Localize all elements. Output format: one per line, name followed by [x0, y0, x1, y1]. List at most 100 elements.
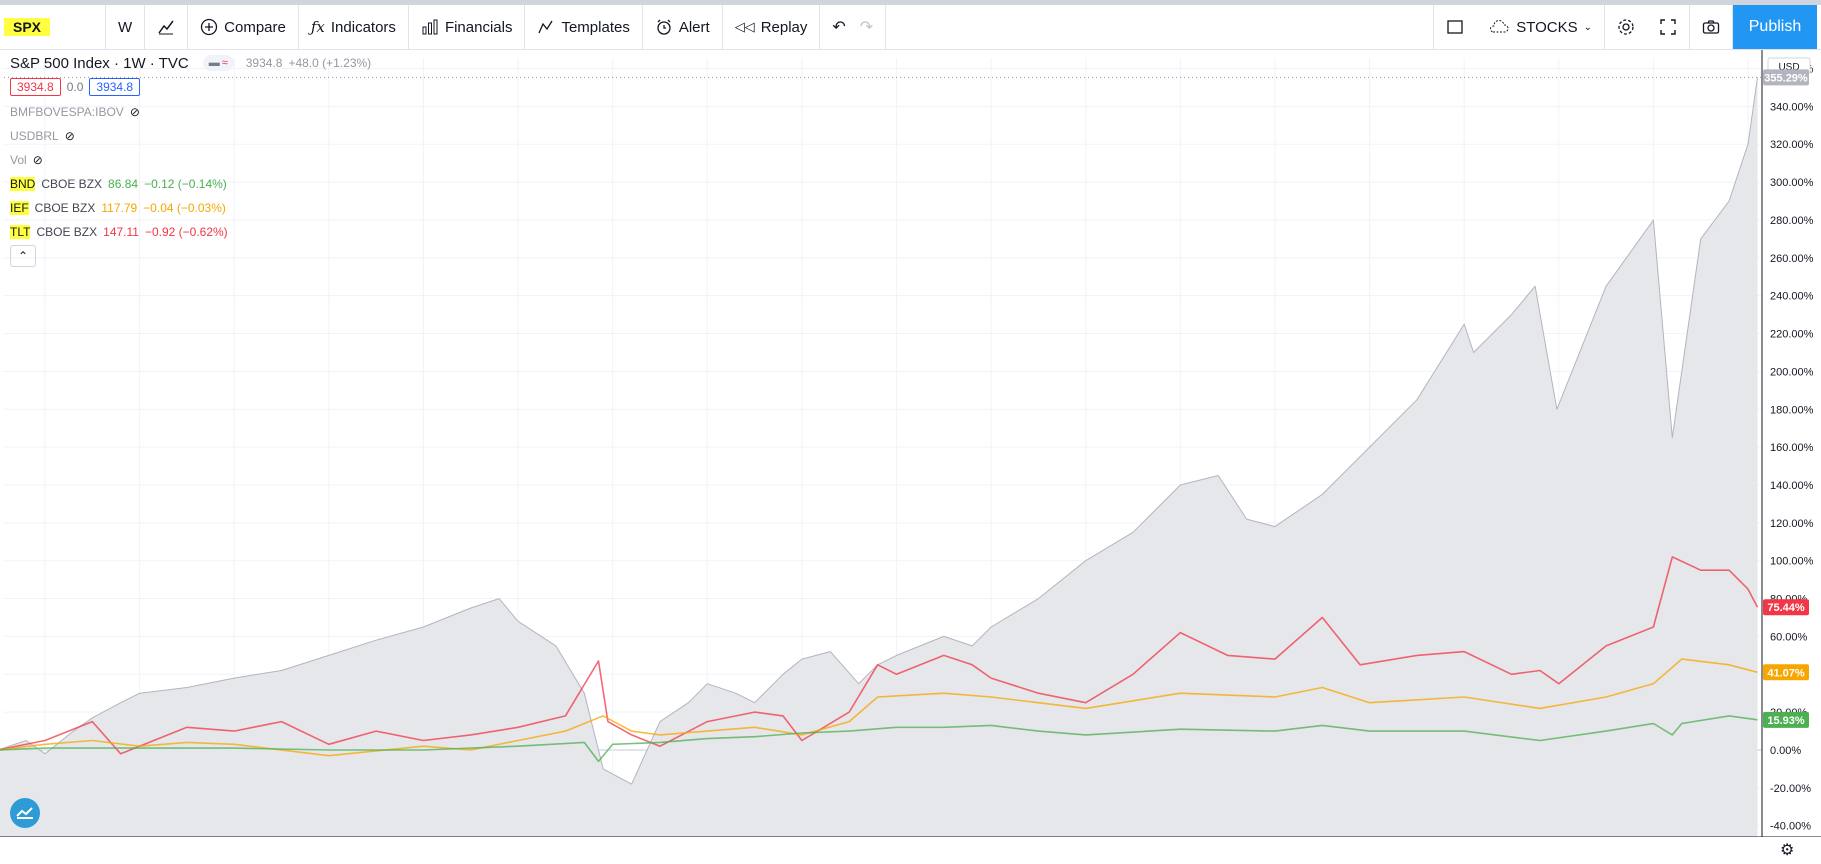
series-price: 147.11	[103, 225, 139, 239]
series-symbol: TLT	[10, 225, 31, 239]
series-line-ief	[0, 658, 1758, 757]
fullscreen-icon	[1660, 19, 1676, 35]
fullscreen-button[interactable]	[1647, 5, 1690, 49]
series-symbol: IEF	[10, 201, 29, 215]
last-value-label: 15.93%	[1767, 715, 1805, 727]
minus-icon: ▬	[208, 57, 220, 69]
replay-label: Replay	[760, 18, 808, 36]
rewind-icon: ◁◁	[734, 19, 755, 34]
layout-button[interactable]	[1433, 5, 1476, 49]
sell-price-box[interactable]: 3934.8	[10, 78, 61, 96]
y-tick-label: 140.00%	[1770, 480, 1814, 492]
compare-series-row[interactable]: BND CBOE BZX 86.84 −0.12 (−0.14%)	[10, 172, 371, 196]
hidden-study-label: USDBRL	[10, 129, 59, 143]
redo-icon[interactable]: ↷	[859, 19, 874, 36]
series-change: −0.92 (−0.62%)	[144, 225, 228, 239]
series-change: −0.12 (−0.14%)	[144, 177, 227, 191]
indicators-button[interactable]: ƒx Indicators	[299, 5, 409, 49]
compare-button[interactable]: Compare	[188, 5, 299, 49]
stocks-label: STOCKS	[1516, 18, 1578, 36]
hidden-study-row[interactable]: BMFBOVESPA:IBOV ⊘	[10, 100, 371, 124]
symbol-search[interactable]: SPX	[0, 5, 106, 49]
axis-settings-icon[interactable]: ⚙	[1780, 842, 1795, 859]
interval-button[interactable]: W	[106, 5, 146, 49]
y-tick-label: 0.00%	[1770, 745, 1801, 757]
buy-price-box[interactable]: 3934.8	[89, 78, 141, 96]
publish-button[interactable]: Publish	[1733, 5, 1817, 49]
y-tick-label: 260.00%	[1770, 253, 1814, 265]
plus-circle-icon	[201, 18, 218, 36]
bottom-bar	[0, 837, 1821, 864]
cloud-logo-icon	[16, 807, 33, 819]
fx-icon: ƒx	[310, 18, 325, 36]
last-value-badge	[1763, 599, 1809, 616]
series-line-spx	[0, 77, 1758, 785]
y-tick-label: -20.00%	[1770, 783, 1811, 795]
alert-label: Alert	[678, 18, 710, 36]
eye-off-icon[interactable]: ⊘	[32, 153, 43, 167]
watchlist-button[interactable]: STOCKS ⌄	[1476, 5, 1605, 49]
alarm-clock-icon	[657, 19, 671, 35]
collapse-legend-button[interactable]: ⌃	[10, 245, 36, 267]
symbol-label: SPX	[4, 18, 51, 36]
undo-redo-group: ↶ ↷	[820, 5, 887, 49]
y-tick-label: 300.00%	[1770, 177, 1814, 189]
tradingview-logo[interactable]	[10, 798, 40, 828]
series-exchange: CBOE BZX	[41, 177, 103, 191]
compare-series-row[interactable]: IEF CBOE BZX 117.79 −0.04 (−0.03%)	[10, 196, 371, 220]
replay-button[interactable]: ◁◁ Replay	[723, 5, 821, 49]
compare-label: Compare	[224, 18, 286, 36]
y-tick-label: 200.00%	[1770, 366, 1814, 378]
series-symbol: BND	[10, 177, 36, 191]
hidden-study-label: Vol	[10, 153, 27, 167]
eye-off-icon[interactable]: ⊘	[64, 129, 75, 143]
chart-legend: S&P 500 Index · 1W · TVC ▬ ≈ 3934.8 +48.0…	[10, 52, 371, 268]
snapshot-button[interactable]	[1690, 5, 1733, 49]
series-line-tlt	[0, 556, 1759, 755]
y-tick-label: 160.00%	[1770, 442, 1814, 454]
undo-icon[interactable]: ↶	[832, 19, 846, 36]
series-exchange: CBOE BZX	[34, 201, 96, 215]
compare-series-row[interactable]: TLT CBOE BZX 147.11 −0.92 (−0.62%)	[10, 220, 371, 244]
financials-button[interactable]: Financials	[409, 5, 526, 49]
templates-label: Templates	[561, 18, 630, 36]
y-tick-label: 100.00%	[1770, 556, 1814, 568]
gear-icon	[1618, 19, 1634, 35]
y-tick-label: 180.00%	[1770, 404, 1814, 416]
last-value-label: 355.29%	[1764, 72, 1808, 84]
hidden-study-row[interactable]: USDBRL ⊘	[10, 124, 371, 148]
templates-icon	[538, 20, 554, 34]
y-tick-label: 120.00%	[1770, 518, 1814, 530]
publish-label: Publish	[1748, 18, 1802, 35]
last-value-labels: 355.29% 75.44% 41.07% 15.93%	[1763, 69, 1809, 728]
camera-icon	[1702, 20, 1720, 34]
main-change: +48.0 (+1.23%)	[288, 56, 372, 70]
alert-button[interactable]: Alert	[643, 5, 723, 49]
chevron-up-icon: ⌃	[17, 249, 29, 263]
legend-toggle[interactable]: ▬ ≈	[202, 55, 234, 71]
chevron-down-icon: ⌄	[1583, 21, 1592, 33]
series-price: 117.79	[101, 201, 138, 215]
y-tick-label: 60.00%	[1770, 631, 1808, 643]
series-price: 86.84	[108, 177, 139, 191]
indicators-label: Indicators	[330, 18, 396, 36]
y-tick-label: 220.00%	[1770, 329, 1814, 341]
series-line-bnd	[0, 715, 1758, 763]
chart-style-button[interactable]	[145, 5, 189, 49]
interval-label: W	[118, 18, 133, 36]
spread-value: 0.0	[66, 80, 84, 94]
y-tick-label: -40.00%	[1770, 821, 1811, 833]
price-chart[interactable]: -40.00%-20.00%0.00%20.00%40.00%60.00%80.…	[0, 50, 1821, 864]
bar-chart-icon	[422, 19, 438, 35]
last-value-badge	[1763, 711, 1809, 728]
settings-button[interactable]	[1605, 5, 1647, 49]
eye-off-icon[interactable]: ⊘	[129, 105, 140, 119]
chart-plots	[0, 77, 1759, 837]
series-change: −0.04 (−0.03%)	[143, 201, 226, 215]
cloud-icon	[1490, 19, 1509, 33]
financials-label: Financials	[444, 18, 513, 36]
last-value-label: 41.07%	[1767, 667, 1805, 679]
templates-button[interactable]: Templates	[525, 5, 643, 49]
main-series-title: S&P 500 Index · 1W · TVC	[10, 54, 189, 72]
hidden-study-row[interactable]: Vol ⊘	[10, 148, 371, 172]
